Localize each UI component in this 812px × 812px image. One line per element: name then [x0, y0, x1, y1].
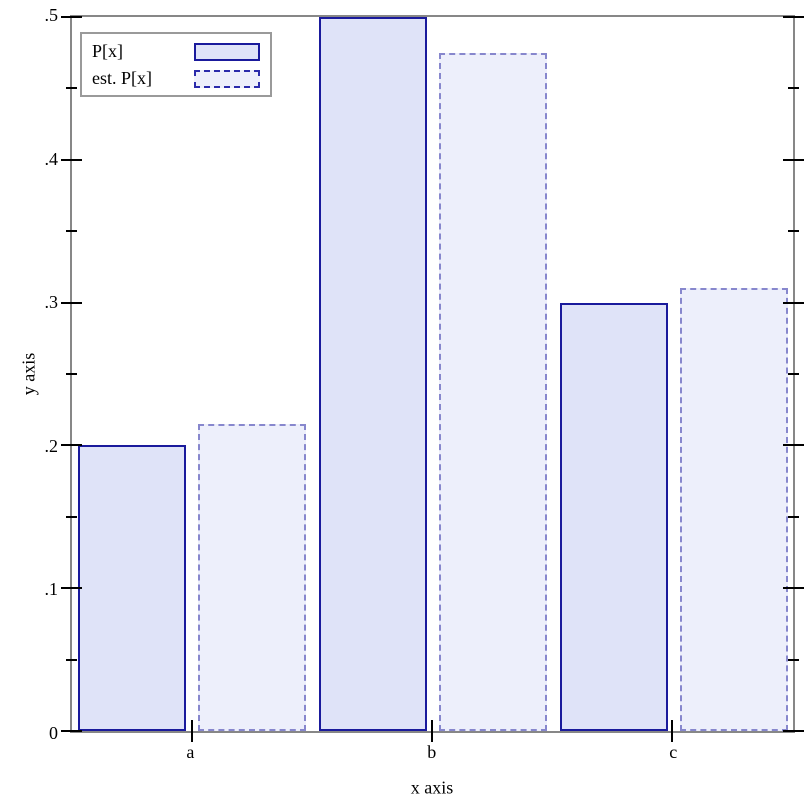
y-axis-tick-label: .1	[44, 579, 59, 600]
legend-item-est-px: est. P[x]	[92, 65, 260, 92]
y-axis-minor-tick	[66, 373, 77, 375]
y-axis-major-tick	[783, 730, 804, 732]
y-axis-major-tick	[783, 444, 804, 447]
x-axis-tick	[430, 720, 433, 742]
legend-swatch-px	[194, 42, 260, 61]
bar-px-b	[319, 17, 428, 731]
plot-area	[61, 15, 804, 742]
y-axis-major-tick	[61, 730, 82, 732]
y-axis-major-tick	[61, 444, 82, 447]
y-axis-major-tick	[783, 587, 804, 590]
y-axis-tick-label: 0	[49, 723, 58, 743]
legend-item-px: P[x]	[92, 38, 260, 65]
y-axis-major-tick	[61, 587, 82, 590]
y-axis-minor-tick	[788, 658, 799, 661]
legend-swatch-est-px	[194, 69, 260, 88]
legend-label-px: P[x]	[92, 41, 123, 61]
y-axis-major-tick	[61, 16, 82, 18]
x-axis-label: x axis	[410, 777, 454, 798]
y-axis-major-tick	[783, 16, 804, 18]
y-axis-minor-tick	[66, 87, 77, 90]
y-axis-major-tick	[61, 301, 82, 304]
y-axis-major-tick	[61, 158, 82, 161]
bar-est-px-a	[198, 423, 307, 731]
legend: P[x] est. P[x]	[80, 32, 272, 97]
y-axis-minor-tick	[788, 230, 799, 233]
y-axis-tick-label: .3	[44, 292, 59, 313]
y-axis-minor-tick	[788, 373, 799, 375]
y-axis-minor-tick	[788, 515, 799, 518]
y-axis-label: y axis	[18, 352, 39, 396]
x-axis-tick-label: c	[669, 742, 678, 762]
x-axis-tick	[190, 720, 193, 742]
bar-px-c	[560, 302, 669, 731]
y-axis-major-tick	[783, 158, 804, 161]
y-axis-tick-label: .2	[44, 435, 59, 456]
x-axis-tick	[670, 720, 673, 742]
y-axis-minor-tick	[66, 658, 77, 661]
y-axis-minor-tick	[66, 230, 77, 233]
y-axis-minor-tick	[66, 515, 77, 518]
y-axis-major-tick	[783, 301, 804, 304]
y-axis-tick-label: .5	[44, 5, 59, 25]
bar-est-px-c	[679, 288, 788, 731]
bar-est-px-b	[438, 52, 548, 731]
y-axis-tick-label: .4	[44, 148, 59, 169]
y-axis-minor-tick	[788, 87, 799, 90]
x-axis-tick-label: b	[427, 742, 437, 762]
legend-label-est-px: est. P[x]	[92, 68, 152, 88]
bar-px-a	[77, 445, 186, 731]
x-axis-tick-label: a	[186, 742, 195, 762]
